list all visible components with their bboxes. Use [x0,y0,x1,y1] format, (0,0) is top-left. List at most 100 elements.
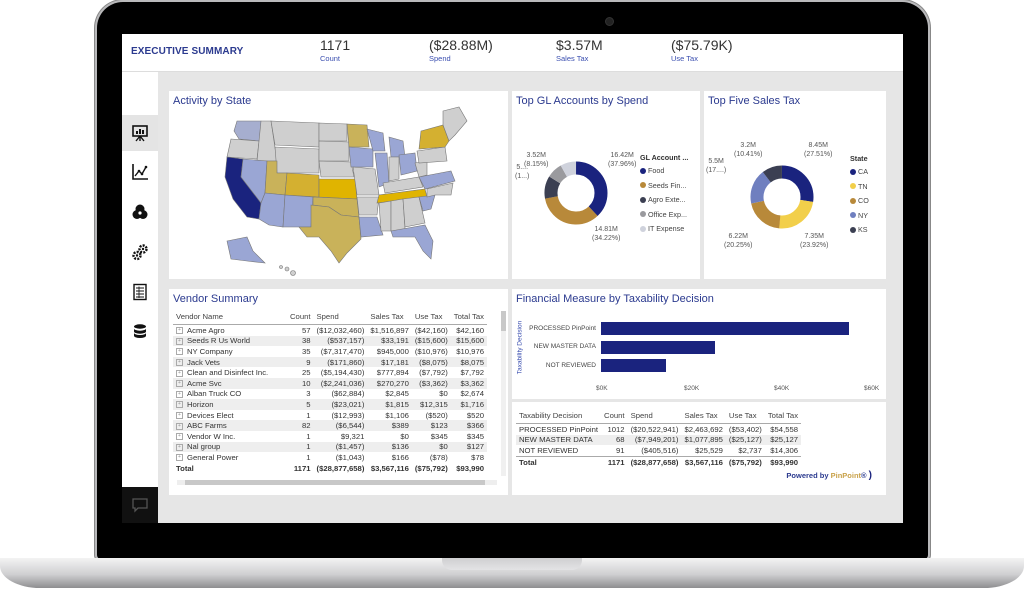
expand-icon[interactable]: + [176,380,183,388]
sidebar-item-segments[interactable] [122,194,158,230]
chat-button[interactable] [122,487,158,523]
sidebar-item-settings[interactable] [122,234,158,270]
table-row[interactable]: + Acme Svc 10 ($2,241,036) $270,270 ($3,362) $… [173,377,487,389]
gl-accounts-donut[interactable] [512,91,700,279]
row-name: + NY Company [173,346,287,357]
cell: $3,362 [450,377,487,389]
row-name: + Acme Svc [173,377,287,389]
table-row[interactable]: NEW MASTER DATA 68 ($7,949,201) $1,077,895(… [516,434,802,446]
cell: $1,815 [367,399,412,410]
column-header[interactable]: Spend [313,309,368,325]
kpi-label: Count [320,54,341,63]
table-row[interactable]: + NY Company 35 ($7,317,470) $945,000 ($10,97… [173,346,487,357]
expand-icon[interactable]: + [176,359,183,367]
sidebar-item-data[interactable] [122,314,158,350]
column-header[interactable]: Count [601,408,628,424]
table-row[interactable]: + Horizon 5 ($23,021) $1,815 $12,315 $1,716 [173,399,487,410]
kpi-label: Use Tax [671,54,698,63]
legend-item-food[interactable]: Food [640,166,688,175]
cell: $1,106 [385,410,409,420]
cell: ($1,457) [313,441,368,453]
table-row[interactable]: + Nal group 1 ($1,457) $136 $0 $127 [173,441,487,453]
column-header-sorted[interactable]: Total Tax [450,309,487,325]
column-header[interactable]: Vendor Name [173,309,287,325]
column-header-sorted[interactable]: Total Tax [764,408,802,424]
legend-item-ks[interactable]: KS [850,225,869,234]
expand-icon[interactable]: + [176,433,183,441]
x-tick: $60K [864,385,880,392]
cell: $25,127 [764,434,802,446]
expand-icon[interactable]: + [176,327,183,335]
column-header[interactable]: Use Tax [725,408,765,424]
column-header[interactable]: Count [287,309,314,325]
table-row[interactable]: NOT REVIEWED 91 ($405,516) $25,529 $2,737 $14… [516,445,801,456]
expand-icon[interactable]: + [176,337,183,345]
table-row[interactable]: + Jack Vets 9 ($171,860) $17,181 ($8,075) $8,0… [173,356,487,368]
office-label: 3.52M (8.15%) [524,152,549,168]
horizontal-scrollbar[interactable] [177,480,497,485]
table-row[interactable]: + ABC Farms 82 ($6,544) $389 $123 $366 [173,420,487,431]
legend-item-seeds[interactable]: Seeds Fin... [640,181,688,190]
legend-item-co[interactable]: CO [850,196,869,205]
column-header[interactable]: Sales Tax [367,309,412,325]
bar-not-reviewed[interactable] [601,359,666,372]
column-header[interactable]: Spend [627,408,682,424]
cell: $8,075 [450,356,487,368]
table-row[interactable]: + Acme Agro 57 ($12,032,460) $1,516,897 ($42,… [173,325,487,336]
cell: $54,558 [770,424,799,434]
cell: 1171 [601,455,628,468]
kpi-value: 1171 [320,37,351,53]
legend-item-agro[interactable]: Agro Exte... [640,195,688,204]
cell: ($20,522,941) [630,424,679,434]
sidebar-item-trends[interactable] [122,154,158,190]
top-gl-accounts-panel: Top GL Accounts by Spend 16.42M (37.96%) … [512,91,700,279]
top-five-sales-tax-panel: Top Five Sales Tax 8.45M (27.51%) 7.35M (2… [704,91,886,279]
cell: 25 [301,368,311,378]
sidebar-item-reports[interactable] [122,274,158,310]
expand-icon[interactable]: + [176,401,183,409]
expand-icon[interactable]: + [176,454,183,462]
table-row[interactable]: + Clean and Disinfect Inc. 25 ($5,194,430) $… [173,367,487,378]
row-name: + Jack Vets [173,356,287,368]
cell: $3,567,116 [681,455,726,468]
cell: $10,976 [456,346,484,356]
cell: ($7,792) [419,368,448,378]
row-name: NEW MASTER DATA [516,434,602,446]
legend-item-tn[interactable]: TN [850,182,869,191]
expand-icon[interactable]: + [176,443,183,451]
column-header[interactable]: Taxability Decision [516,408,602,424]
table-row[interactable]: + Seeds R Us World 38 ($537,157) $33,191 ($15… [173,335,487,347]
table-row[interactable]: + Alban Truck CO 3 ($62,884) $2,845 $0 $2,674 [173,389,487,400]
cell: 3 [306,389,311,399]
column-header[interactable]: Sales Tax [681,408,726,424]
cell: ($15,600) [411,335,451,347]
sidebar-item-presentation[interactable] [122,115,158,151]
expand-icon[interactable]: + [176,348,183,356]
legend-item-office[interactable]: Office Exp... [640,210,688,219]
cell: ($23,021) [313,399,368,410]
cell: $33,191 [367,335,412,347]
table-row[interactable]: + Devices Elect 1 ($12,993) $1,106 ($520) $520 [173,410,487,421]
expand-icon[interactable]: + [176,412,183,420]
vendor-table: Vendor Name Count Spend Sales Tax Use Ta… [173,309,487,473]
expand-icon[interactable]: + [176,390,183,398]
bar-new-master-data[interactable] [601,341,715,354]
legend-item-it[interactable]: IT Expense [640,224,688,233]
table-row[interactable]: + General Power 1 ($1,043) $166 ($78) $78 [173,452,487,463]
expand-icon[interactable]: + [176,369,183,377]
sales-tax-donut[interactable] [704,91,886,279]
expand-icon[interactable]: + [176,422,183,430]
bar-processed[interactable] [601,322,849,335]
column-header[interactable]: Use Tax [411,309,451,325]
table-row[interactable]: PROCESSED PinPoint 1012 ($20,522,941) $2,46… [516,424,801,435]
legend-item-ca[interactable]: CA [850,167,869,176]
vertical-scrollbar[interactable] [501,311,506,476]
cell: $1,716 [450,399,487,410]
legend-item-ny[interactable]: NY [850,211,869,220]
cell: $17,181 [367,356,412,368]
us-map[interactable] [169,91,508,279]
row-name: NOT REVIEWED [519,445,579,455]
cell: $1,077,895 [681,434,726,446]
cell: $0 [411,441,451,453]
table-row[interactable]: + Vendor W Inc. 1 $9,321 $0 $345 $345 [173,431,487,442]
